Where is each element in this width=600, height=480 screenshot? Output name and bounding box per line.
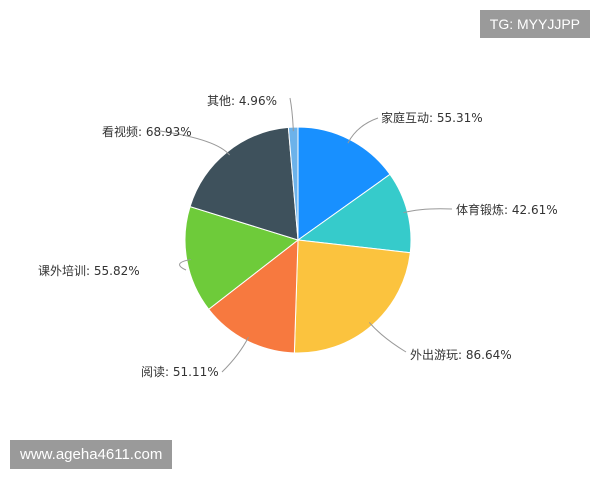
- leader-line-0: [347, 117, 379, 144]
- leader-line-5: [159, 130, 231, 156]
- slice-label-reading: 阅读: 51.11%: [141, 365, 219, 379]
- slice-label-training: 课外培训: 55.82%: [38, 264, 140, 278]
- leader-line-2: [368, 322, 407, 353]
- leader-line-6: [289, 97, 294, 132]
- leader-line-4: [179, 258, 191, 271]
- slice-label-other: 其他: 4.96%: [207, 94, 277, 108]
- watermark-url: www.ageha4611.com: [10, 440, 173, 469]
- pie-slice-2: [293, 239, 411, 354]
- leader-line-1: [403, 208, 453, 214]
- slice-label-video: 看视频: 68.93%: [102, 125, 192, 139]
- slice-label-outing: 外出游玩: 86.64%: [410, 348, 512, 362]
- leader-line-3: [221, 336, 249, 373]
- slice-label-family: 家庭互动: 55.31%: [381, 111, 483, 125]
- watermark-tg: TG: MYYJJPP: [479, 10, 590, 38]
- slice-label-sports: 体育锻炼: 42.61%: [456, 203, 558, 217]
